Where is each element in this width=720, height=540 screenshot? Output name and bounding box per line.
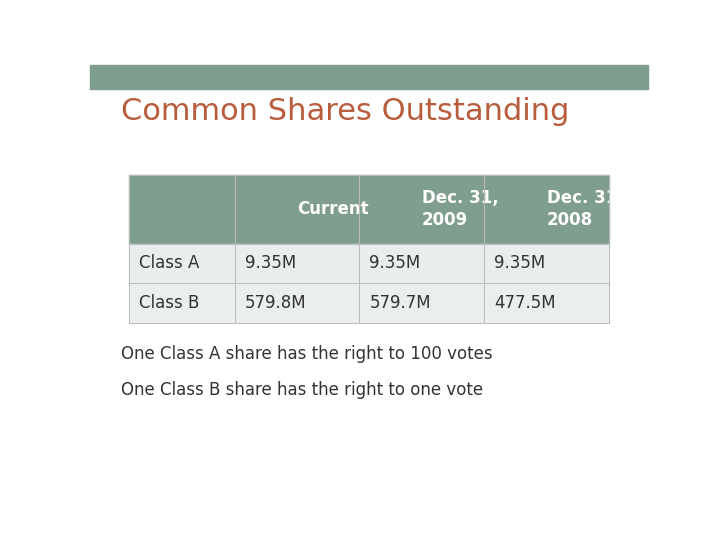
- Bar: [235, 283, 359, 322]
- Bar: [359, 175, 484, 244]
- Bar: [235, 175, 359, 244]
- Text: One Class B share has the right to one vote: One Class B share has the right to one v…: [121, 381, 483, 399]
- Bar: [129, 175, 235, 244]
- Text: Dec. 31,
2009: Dec. 31, 2009: [422, 189, 498, 230]
- Bar: [235, 244, 359, 283]
- Bar: [484, 244, 609, 283]
- Text: 579.8M: 579.8M: [245, 294, 306, 312]
- Text: 9.35M: 9.35M: [369, 254, 420, 272]
- Text: One Class A share has the right to 100 votes: One Class A share has the right to 100 v…: [121, 346, 492, 363]
- Bar: [129, 283, 235, 322]
- Text: Common Shares Outstanding: Common Shares Outstanding: [121, 97, 569, 126]
- Text: 477.5M: 477.5M: [494, 294, 556, 312]
- Text: Current: Current: [297, 200, 369, 218]
- Text: Dec. 31,
2008: Dec. 31, 2008: [546, 189, 624, 230]
- Text: 579.7M: 579.7M: [369, 294, 431, 312]
- Bar: [359, 283, 484, 322]
- Text: Class B: Class B: [139, 294, 199, 312]
- Bar: [484, 283, 609, 322]
- Bar: [129, 175, 609, 322]
- Text: 9.35M: 9.35M: [245, 254, 296, 272]
- Text: Class A: Class A: [139, 254, 199, 272]
- Text: 9.35M: 9.35M: [494, 254, 546, 272]
- Bar: [359, 244, 484, 283]
- Bar: [90, 65, 648, 89]
- Bar: [129, 244, 235, 283]
- Bar: [484, 175, 609, 244]
